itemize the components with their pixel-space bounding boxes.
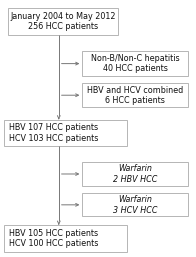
Text: January 2004 to May 2012
256 HCC patients: January 2004 to May 2012 256 HCC patient… <box>10 12 115 31</box>
FancyBboxPatch shape <box>4 120 127 146</box>
Text: HBV 105 HCC patients
HCV 100 HCC patients: HBV 105 HCC patients HCV 100 HCC patient… <box>9 229 98 248</box>
Text: Non-B/Non-C hepatitis
40 HCC patients: Non-B/Non-C hepatitis 40 HCC patients <box>91 54 180 73</box>
Text: Warfarin
3 HCV HCC: Warfarin 3 HCV HCC <box>113 195 158 215</box>
FancyBboxPatch shape <box>8 8 118 35</box>
Text: HBV and HCV combined
6 HCC patients: HBV and HCV combined 6 HCC patients <box>87 86 183 105</box>
FancyBboxPatch shape <box>82 162 188 186</box>
FancyBboxPatch shape <box>82 83 188 107</box>
Text: Warfarin
2 HBV HCC: Warfarin 2 HBV HCC <box>113 164 157 184</box>
FancyBboxPatch shape <box>82 51 188 76</box>
FancyBboxPatch shape <box>82 193 188 216</box>
Text: HBV 107 HCC patients
HCV 103 HCC patients: HBV 107 HCC patients HCV 103 HCC patient… <box>9 123 98 143</box>
FancyBboxPatch shape <box>4 225 127 252</box>
